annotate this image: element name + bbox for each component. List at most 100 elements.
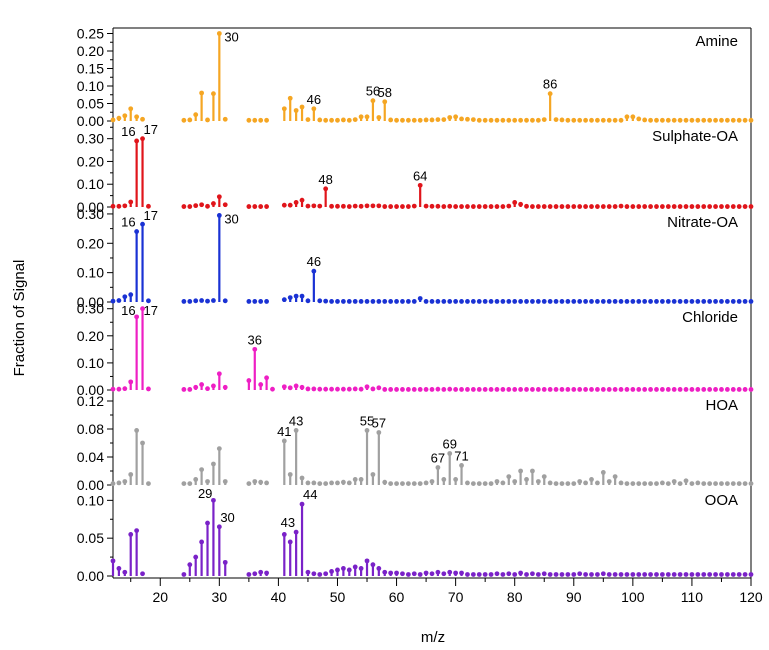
marker-mz-69 <box>447 115 453 120</box>
marker-mz-38 <box>264 299 269 304</box>
marker-mz-43 <box>293 200 299 205</box>
marker-mz-99 <box>624 387 630 392</box>
marker-mz-120 <box>748 387 754 392</box>
marker-mz-59 <box>388 117 394 123</box>
marker-mz-36 <box>252 299 258 304</box>
marker-mz-78 <box>500 117 506 123</box>
marker-mz-73 <box>470 204 476 209</box>
marker-mz-96 <box>606 204 612 209</box>
marker-mz-112 <box>701 387 707 392</box>
marker-mz-25 <box>187 117 193 123</box>
marker-mz-51 <box>340 117 346 123</box>
marker-mz-46 <box>311 480 317 486</box>
marker-mz-77 <box>494 117 500 123</box>
marker-mz-14 <box>122 479 128 484</box>
marker-mz-70 <box>453 477 459 482</box>
y-tick-label: 0.05 <box>77 530 104 546</box>
marker-mz-51 <box>340 566 346 571</box>
marker-mz-108 <box>677 387 683 392</box>
marker-mz-114 <box>713 204 718 209</box>
marker-mz-56 <box>370 386 376 392</box>
marker-mz-56 <box>370 562 376 568</box>
peak-label-57: 57 <box>372 416 386 431</box>
marker-mz-70 <box>453 299 459 304</box>
marker-mz-86 <box>547 204 553 209</box>
marker-mz-53 <box>352 203 358 209</box>
y-tick-label: 0.20 <box>77 328 104 344</box>
marker-mz-114 <box>713 117 718 123</box>
marker-mz-27 <box>199 298 205 303</box>
marker-mz-74 <box>476 299 482 304</box>
marker-mz-49 <box>329 117 334 123</box>
marker-mz-94 <box>595 387 600 392</box>
marker-mz-38 <box>264 480 269 486</box>
marker-mz-50 <box>335 203 340 209</box>
marker-mz-28 <box>205 203 210 209</box>
marker-mz-42 <box>287 472 293 477</box>
marker-mz-92 <box>583 299 588 304</box>
marker-mz-41 <box>281 106 287 112</box>
marker-mz-89 <box>565 387 571 392</box>
marker-mz-112 <box>701 299 707 304</box>
marker-mz-36 <box>252 346 258 352</box>
marker-mz-26 <box>193 298 199 304</box>
marker-mz-108 <box>677 481 683 486</box>
marker-mz-47 <box>317 572 323 577</box>
marker-mz-98 <box>618 480 624 486</box>
marker-mz-120 <box>748 572 754 577</box>
marker-mz-30 <box>216 31 222 36</box>
marker-mz-58 <box>382 204 388 209</box>
marker-mz-30 <box>216 213 222 218</box>
marker-mz-84 <box>535 204 541 209</box>
marker-mz-105 <box>659 572 665 577</box>
marker-mz-92 <box>583 387 588 392</box>
marker-mz-115 <box>719 299 724 304</box>
marker-mz-42 <box>287 385 293 391</box>
marker-mz-89 <box>565 299 571 304</box>
marker-mz-67 <box>435 299 441 304</box>
marker-mz-53 <box>352 477 358 482</box>
marker-mz-48 <box>323 481 329 486</box>
panel-title-amine: Amine <box>695 33 738 50</box>
marker-mz-98 <box>618 572 624 577</box>
peak-label-67: 67 <box>431 451 445 466</box>
x-tick-label: 40 <box>271 589 287 605</box>
marker-mz-114 <box>713 481 718 486</box>
marker-mz-53 <box>352 299 358 304</box>
marker-mz-108 <box>677 572 683 577</box>
marker-mz-31 <box>222 479 228 484</box>
panel-chloride: 0.00 0.10 0.20 0.30 16 17 36 Chloride <box>77 301 754 398</box>
marker-mz-120 <box>748 117 754 123</box>
marker-mz-25 <box>187 387 193 392</box>
marker-mz-71 <box>459 116 464 122</box>
marker-mz-66 <box>429 479 435 484</box>
marker-mz-107 <box>671 299 677 304</box>
marker-mz-92 <box>583 117 588 123</box>
marker-mz-63 <box>411 203 417 209</box>
marker-mz-26 <box>193 477 199 482</box>
marker-mz-36 <box>252 571 258 577</box>
marker-mz-73 <box>470 299 476 304</box>
x-tick-label: 90 <box>566 589 582 605</box>
marker-mz-79 <box>506 203 512 209</box>
marker-mz-87 <box>553 117 559 122</box>
marker-mz-28 <box>205 520 210 526</box>
marker-mz-84 <box>535 572 541 577</box>
marker-mz-89 <box>565 204 571 209</box>
marker-mz-48 <box>323 571 329 577</box>
marker-mz-16 <box>134 138 140 144</box>
x-tick-label: 30 <box>212 589 228 605</box>
marker-mz-54 <box>358 477 364 482</box>
marker-mz-77 <box>494 479 500 484</box>
marker-mz-94 <box>595 480 600 486</box>
marker-mz-15 <box>128 292 134 298</box>
peak-label-46: 46 <box>307 254 321 269</box>
marker-mz-41 <box>281 531 287 537</box>
marker-mz-15 <box>128 531 134 537</box>
marker-mz-47 <box>317 386 323 392</box>
marker-mz-68 <box>441 387 447 392</box>
marker-mz-69 <box>447 451 453 456</box>
marker-mz-63 <box>411 299 417 304</box>
marker-mz-65 <box>423 387 429 392</box>
marker-mz-53 <box>352 117 358 122</box>
